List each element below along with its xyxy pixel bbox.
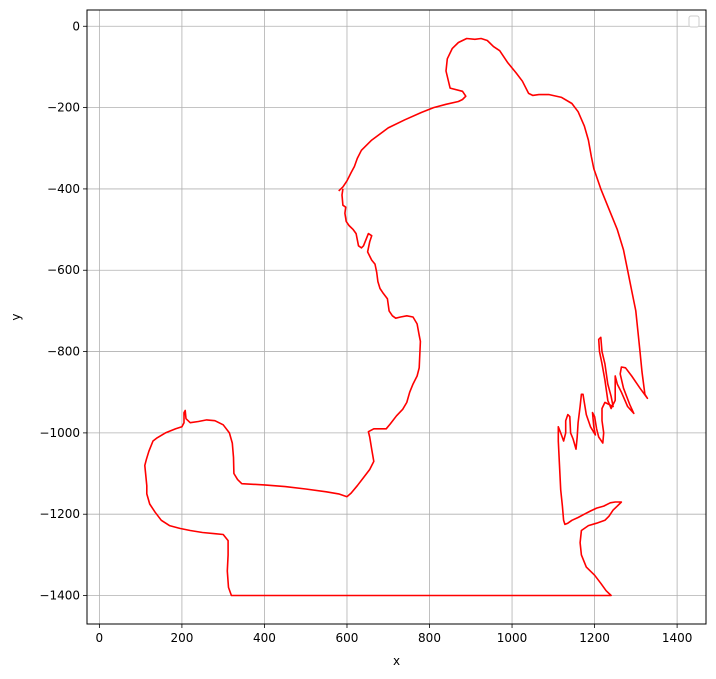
y-tick-label: −200 bbox=[47, 101, 80, 115]
y-tick-label: 0 bbox=[72, 19, 80, 33]
grid-lines bbox=[87, 10, 706, 624]
series-layer bbox=[144, 37, 649, 597]
y-tick-label: −1400 bbox=[39, 589, 80, 603]
x-tick-label: 800 bbox=[418, 631, 441, 645]
y-tick-label: −1200 bbox=[39, 507, 80, 521]
x-tick-label: 1400 bbox=[662, 631, 693, 645]
legend bbox=[688, 15, 700, 28]
x-tick-label: 600 bbox=[336, 631, 359, 645]
y-tick-label: −1000 bbox=[39, 426, 80, 440]
legend-frame bbox=[688, 15, 700, 28]
x-tick-label: 1000 bbox=[497, 631, 528, 645]
plot-frame bbox=[86, 9, 707, 625]
x-tick-label: 200 bbox=[170, 631, 193, 645]
axis-ticks: 0 200 400 600 800 1000 1200 1400 0 −200 −400 −600 −8… bbox=[39, 19, 692, 645]
y-tick-label: −800 bbox=[47, 345, 80, 359]
x-tick-label: 0 bbox=[96, 631, 104, 645]
series-line-0 bbox=[144, 37, 649, 597]
y-tick-label: −400 bbox=[47, 182, 80, 196]
x-axis-label: x bbox=[393, 654, 400, 668]
y-axis-label: y bbox=[9, 313, 23, 320]
x-tick-label: 1200 bbox=[579, 631, 610, 645]
x-tick-label: 400 bbox=[253, 631, 276, 645]
y-tick-label: −600 bbox=[47, 263, 80, 277]
